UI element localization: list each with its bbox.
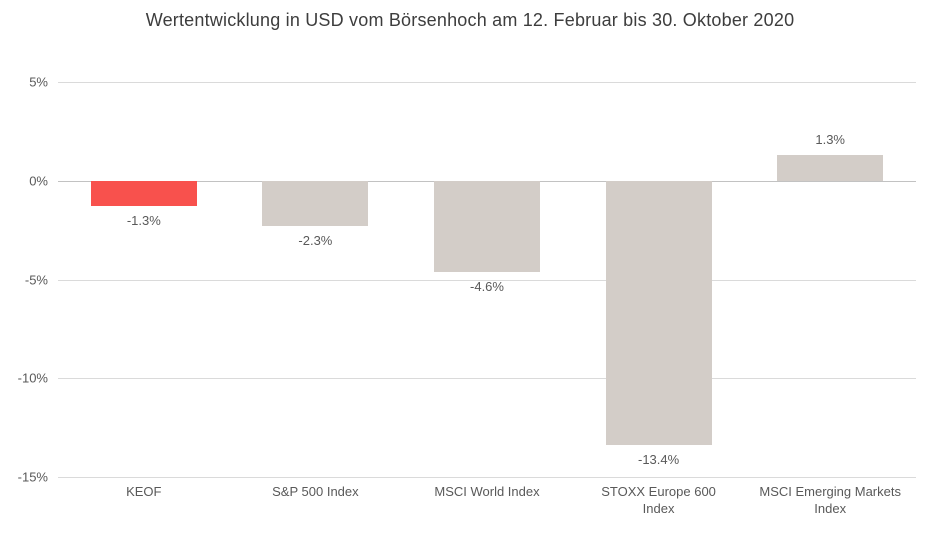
gridline bbox=[58, 477, 916, 478]
y-axis: 5% 0% -5% -10% -15% bbox=[0, 75, 48, 485]
x-axis-labels: KEOF S&P 500 Index MSCI World Index STOXX E… bbox=[58, 484, 916, 518]
x-label-msci-world-index: MSCI World Index bbox=[434, 484, 540, 499]
plot-area: -1.3% -2.3% -4.6% -13.4% 1.3% bbox=[58, 82, 916, 478]
y-tick-label: 5% bbox=[29, 74, 48, 90]
x-label-keof: KEOF bbox=[126, 484, 162, 499]
y-tick-label: -10% bbox=[17, 370, 48, 386]
value-label-msci-world-index: -4.6% bbox=[470, 278, 504, 294]
bar-stoxx-europe-600-index bbox=[605, 180, 712, 446]
y-tick-label: -15% bbox=[17, 469, 48, 485]
gridline bbox=[58, 82, 916, 83]
value-label-stoxx-europe-600-index: -13.4% bbox=[637, 452, 680, 468]
gridline bbox=[58, 279, 916, 281]
bar-msci-world-index bbox=[434, 180, 540, 272]
y-tick-label: 0% bbox=[29, 173, 48, 189]
gridline bbox=[58, 378, 916, 380]
value-label-keof: -1.3% bbox=[126, 213, 161, 229]
value-label-msci-emerging-markets-index: 1.3% bbox=[815, 132, 845, 148]
bar-s-p-500-index bbox=[262, 180, 369, 227]
chart-title: Wertentwicklung in USD vom Börsenhoch am… bbox=[145, 10, 795, 30]
y-tick-label: -5% bbox=[24, 272, 48, 287]
value-label-s-p-500-index: -2.3% bbox=[298, 233, 333, 249]
bar-keof bbox=[90, 180, 197, 207]
x-label-stoxx-europe-600-index: STOXX Europe 600 Index bbox=[601, 484, 716, 516]
bar-msci-emerging-markets-index bbox=[777, 155, 884, 181]
x-label-s-p-500-index: S&P 500 Index bbox=[272, 484, 359, 499]
x-label-msci-emerging-markets-index: MSCI Emerging Markets Index bbox=[759, 484, 901, 516]
